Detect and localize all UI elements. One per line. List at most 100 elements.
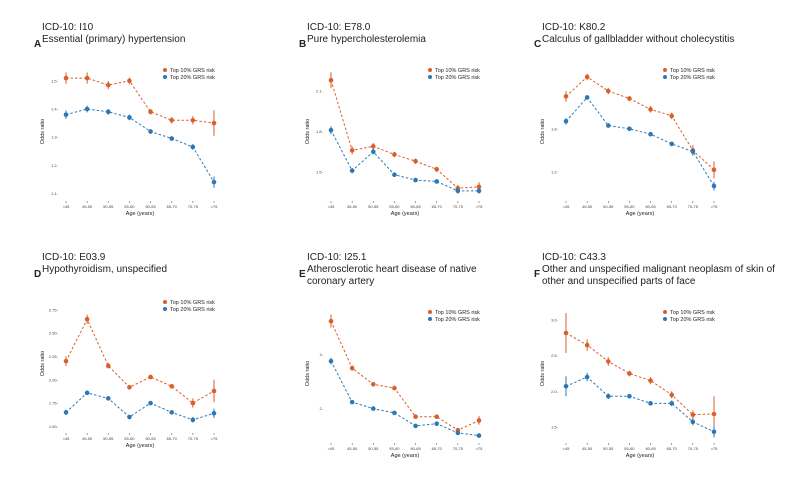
x-tick-label: 55-60 (124, 204, 135, 209)
panel-title: Atherosclerotic heart disease of native … (307, 264, 477, 287)
data-point (349, 148, 355, 153)
data-point (105, 396, 111, 401)
x-tick-label: 55-60 (624, 204, 635, 209)
data-point (455, 430, 461, 436)
data-point (211, 120, 217, 126)
x-axis-title: Age (years) (126, 443, 155, 449)
panel-f: F ICD-10: C43.3 Other and unspecified ma… (530, 252, 780, 480)
data-point (211, 179, 217, 185)
chart-svg: 1.1- 1.2- 1.3- 1.4- 1.5- <45 45-50 50-55 55-60 60… (40, 68, 218, 217)
x-tick-label: 65-70 (432, 204, 443, 209)
data-point (648, 131, 653, 137)
x-tick-label: 60-65 (145, 204, 156, 209)
data-point (605, 393, 611, 399)
panel-header: F ICD-10: C43.3 Other and unspecified ma… (534, 252, 780, 288)
data-point (669, 392, 675, 398)
data-point (190, 117, 196, 123)
panel-title: Pure hypercholesterolemia (307, 34, 426, 45)
data-point (370, 149, 376, 155)
legend-label: Top 10% GRS risk (670, 68, 715, 74)
data-point (669, 113, 675, 119)
panel-title: Hypothyroidism, unspecified (42, 264, 168, 275)
x-tick-label: 50-55 (368, 446, 379, 451)
x-tick-label: >75 (711, 204, 719, 209)
chart-svg: 1.50- 1.75- 2.00- 2.25- 2.50- 2.75- <45 45-50 50… (40, 300, 218, 449)
data-point (105, 109, 111, 115)
chart-svg: 1.5- 2.0- 2.5- 3.0- <45 45-50 50-55 55-60 60-65 6… (540, 310, 719, 459)
series-line (66, 77, 215, 124)
data-point (63, 112, 69, 117)
y-tick-label: 1.75- (49, 401, 59, 406)
y-tick-label: 2.75- (49, 307, 59, 312)
legend-label: Top 10% GRS risk (435, 310, 480, 316)
panel-letter: F (534, 269, 541, 280)
legend-marker (428, 75, 432, 79)
data-point (584, 342, 590, 348)
legend-marker (428, 68, 432, 72)
data-point (84, 75, 90, 81)
x-tick-label: <45 (63, 204, 71, 209)
x-tick-label: 70-75 (688, 204, 699, 209)
data-point (211, 411, 217, 416)
data-point (627, 126, 632, 132)
x-tick-label: <45 (563, 446, 571, 451)
data-point (127, 414, 132, 420)
y-tick-label: 2.25- (49, 354, 59, 359)
series-line (65, 318, 215, 404)
data-point (148, 400, 153, 406)
data-point (584, 95, 590, 100)
data-point (211, 388, 217, 394)
y-axis-title: Odds ratio (40, 119, 46, 144)
data-point (127, 384, 132, 390)
x-tick-label: <45 (563, 204, 571, 209)
data-point (476, 188, 482, 194)
x-tick-label: 55-60 (124, 436, 135, 441)
data-point (413, 158, 418, 164)
data-point (669, 401, 675, 406)
x-axis-title: Age (years) (626, 211, 655, 217)
legend-label: Top 20% GRS risk (170, 75, 215, 81)
x-tick-label: 60-65 (645, 204, 656, 209)
x-tick-label: >75 (711, 446, 719, 451)
panel-a: A ICD-10: I10 Essential (primary) hypert… (30, 22, 280, 250)
legend-label: Top 10% GRS risk (670, 310, 715, 316)
panel-letter: D (34, 269, 42, 280)
data-point (434, 414, 440, 419)
legend-label: Top 20% GRS risk (670, 317, 715, 323)
data-point (148, 374, 153, 380)
data-point (169, 117, 175, 123)
x-tick-label: 70-75 (188, 436, 199, 441)
series-line (65, 108, 215, 183)
y-tick-label: 2- (319, 406, 323, 411)
data-point (476, 433, 482, 438)
data-point (349, 365, 355, 371)
chart-svg: 1.5- 1.8- 2.1- <45 45-50 50-55 55-60 60-65 65-70… (305, 68, 484, 217)
panel-title: Other and unspecified malignant neoplasm… (542, 264, 775, 287)
y-axis-title: Odds ratio (40, 351, 46, 376)
chart-svg: 2- 3- <45 45-50 50-55 55-60 60-65 65-70 70-75 >75… (305, 310, 483, 459)
y-tick-label: 2.00- (49, 377, 59, 382)
data-point (127, 115, 132, 120)
x-tick-label: 45-50 (82, 436, 93, 441)
legend-marker (163, 75, 167, 79)
series-line (565, 332, 715, 416)
legend-marker (663, 310, 667, 314)
panel-title: Essential (primary) hypertension (42, 34, 186, 45)
data-point (328, 318, 334, 324)
data-point (476, 184, 482, 190)
data-point (605, 123, 611, 128)
series-line (330, 129, 479, 192)
panel-letter: A (34, 39, 42, 50)
y-tick-label: 1.6- (551, 126, 559, 131)
panel-header: C ICD-10: K80.2 Calculus of gallbladder … (534, 22, 780, 50)
y-tick-label: 1.5- (51, 78, 59, 83)
data-point (627, 393, 632, 399)
data-point (711, 183, 717, 189)
data-point (349, 168, 355, 173)
y-tick-label: 1.1- (51, 191, 59, 196)
x-tick-label: >75 (476, 204, 484, 209)
data-point (370, 144, 376, 149)
y-tick-label: 1.50- (49, 424, 59, 429)
panel-e: E ICD-10: I25.1 Atherosclerotic heart di… (295, 252, 545, 480)
data-point (605, 359, 611, 364)
